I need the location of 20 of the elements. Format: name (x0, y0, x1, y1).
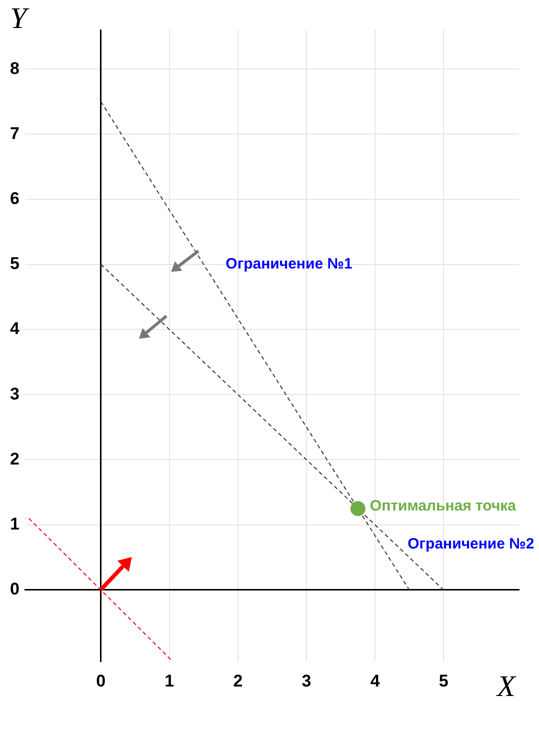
y-tick-label: 4 (10, 319, 20, 338)
x-tick-label: 0 (96, 671, 106, 690)
y-tick-label: 1 (10, 514, 20, 534)
y-tick-label: 6 (10, 188, 20, 208)
y-tick-label: 3 (10, 384, 20, 404)
x-tick-label: 4 (370, 671, 380, 690)
y-tick-label: 2 (10, 449, 20, 468)
x-axis-title: X (497, 670, 516, 703)
y-tick-label: 8 (10, 58, 20, 78)
y-tick-label: 7 (10, 124, 20, 143)
y-axis-title: Y (10, 2, 27, 35)
annotation: Ограничение №1 (226, 256, 352, 273)
x-tick-label: 5 (438, 671, 448, 690)
y-tick-label: 5 (10, 254, 20, 274)
y-tick-label: 0 (10, 580, 20, 599)
x-tick-label: 1 (164, 671, 174, 690)
annotation: Оптимальная точка (370, 498, 517, 515)
annotation: Ограничение №2 (408, 536, 534, 553)
x-tick-label: 2 (233, 671, 243, 690)
x-tick-label: 3 (302, 671, 312, 690)
